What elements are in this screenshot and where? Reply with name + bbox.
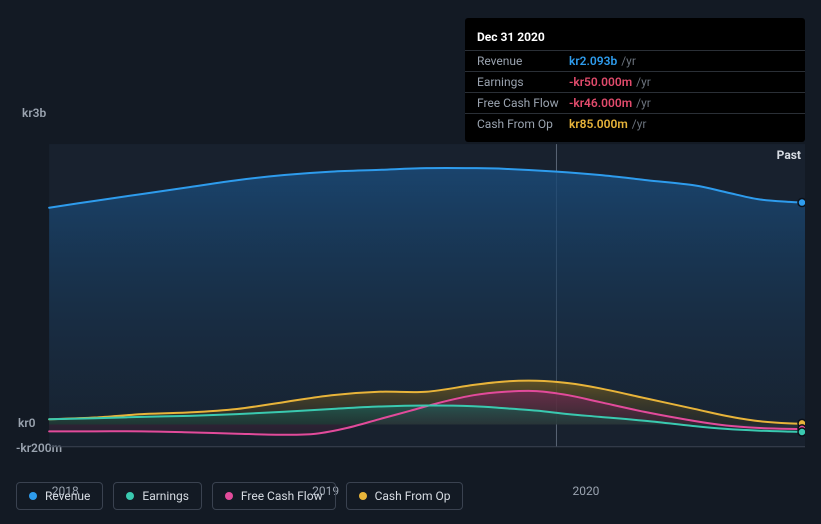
tooltip-label: Earnings (477, 75, 569, 89)
tooltip-unit: /yr (621, 54, 636, 68)
tooltip-value: -kr46.000m (569, 96, 632, 110)
tooltip-label: Cash From Op (477, 117, 569, 131)
tooltip-row: Free Cash Flow -kr46.000m /yr (465, 92, 805, 113)
legend-dot-icon (359, 492, 367, 500)
legend-dot-icon (225, 492, 233, 500)
legend-label: Revenue (45, 489, 90, 503)
tooltip-value: -kr50.000m (569, 75, 632, 89)
chart-svg (16, 120, 805, 464)
legend-item-cash-from-op[interactable]: Cash From Op (346, 482, 464, 510)
x-axis-label: 2020 (572, 484, 599, 498)
tooltip-label: Revenue (477, 54, 569, 68)
tooltip-unit: /yr (636, 96, 651, 110)
legend-item-earnings[interactable]: Earnings (113, 482, 202, 510)
chart-tooltip: Dec 31 2020 Revenue kr2.093b /yr Earning… (465, 18, 805, 142)
past-label: Past (777, 148, 801, 162)
tooltip-date: Dec 31 2020 (465, 26, 805, 50)
legend-dot-icon (29, 492, 37, 500)
tooltip-value: kr85.000m (569, 117, 628, 131)
tooltip-unit: /yr (632, 117, 647, 131)
y-axis-label: kr3b (22, 106, 46, 120)
tooltip-value: kr2.093b (569, 54, 617, 68)
tooltip-row: Earnings -kr50.000m /yr (465, 71, 805, 92)
legend-label: Earnings (142, 489, 189, 503)
legend: Revenue Earnings Free Cash Flow Cash Fro… (16, 482, 463, 510)
legend-label: Free Cash Flow (241, 489, 323, 503)
legend-item-free-cash-flow[interactable]: Free Cash Flow (212, 482, 336, 510)
legend-label: Cash From Op (375, 489, 451, 503)
tooltip-row: Revenue kr2.093b /yr (465, 50, 805, 71)
legend-dot-icon (126, 492, 134, 500)
tooltip-label: Free Cash Flow (477, 96, 569, 110)
chart-area[interactable]: 2018 2019 2020 (16, 120, 805, 464)
legend-item-revenue[interactable]: Revenue (16, 482, 103, 510)
tooltip-unit: /yr (636, 75, 651, 89)
tooltip-row: Cash From Op kr85.000m /yr (465, 113, 805, 134)
